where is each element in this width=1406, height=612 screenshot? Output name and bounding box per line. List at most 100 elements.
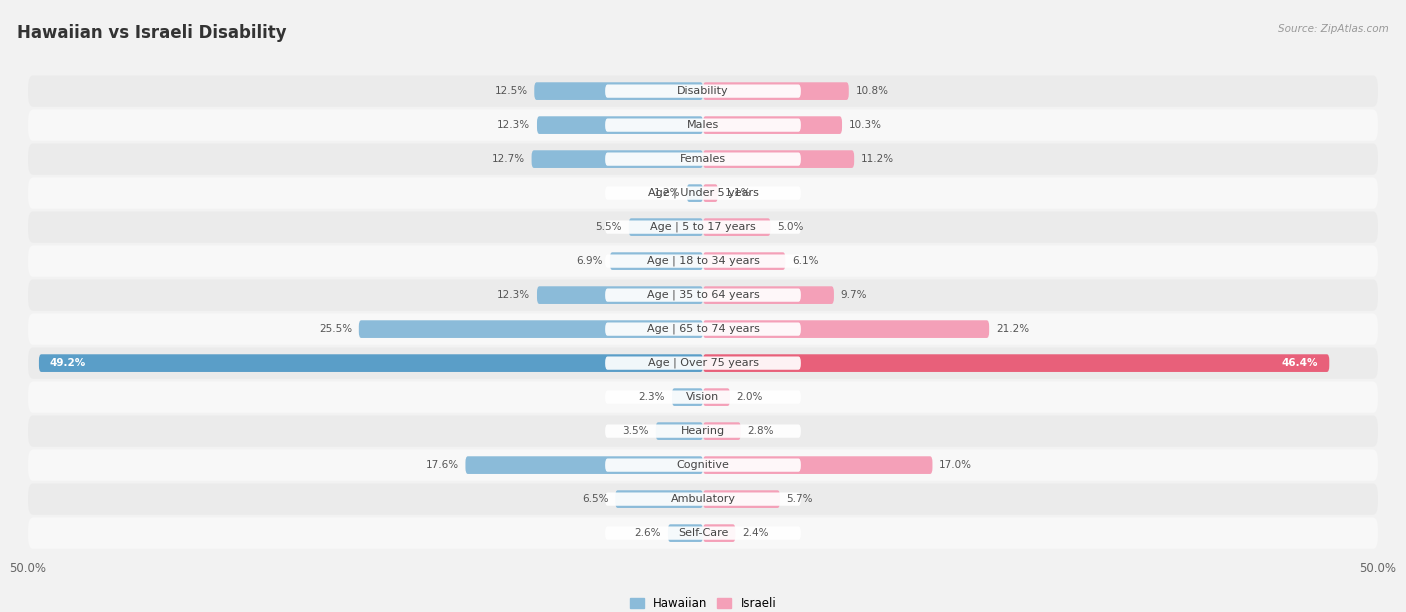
Text: 2.8%: 2.8% bbox=[748, 426, 775, 436]
FancyBboxPatch shape bbox=[605, 526, 801, 540]
Text: 2.0%: 2.0% bbox=[737, 392, 763, 402]
FancyBboxPatch shape bbox=[703, 457, 932, 474]
FancyBboxPatch shape bbox=[703, 388, 730, 406]
FancyBboxPatch shape bbox=[605, 356, 801, 370]
FancyBboxPatch shape bbox=[537, 116, 703, 134]
Legend: Hawaiian, Israeli: Hawaiian, Israeli bbox=[624, 592, 782, 612]
FancyBboxPatch shape bbox=[28, 348, 1378, 379]
FancyBboxPatch shape bbox=[703, 422, 741, 440]
Text: 1.2%: 1.2% bbox=[654, 188, 681, 198]
FancyBboxPatch shape bbox=[703, 184, 718, 202]
Text: Disability: Disability bbox=[678, 86, 728, 96]
FancyBboxPatch shape bbox=[359, 320, 703, 338]
Text: 25.5%: 25.5% bbox=[319, 324, 352, 334]
FancyBboxPatch shape bbox=[703, 320, 990, 338]
Text: 6.5%: 6.5% bbox=[582, 494, 609, 504]
Text: 12.5%: 12.5% bbox=[495, 86, 527, 96]
FancyBboxPatch shape bbox=[28, 483, 1378, 515]
FancyBboxPatch shape bbox=[703, 252, 786, 270]
FancyBboxPatch shape bbox=[703, 286, 834, 304]
Text: 10.8%: 10.8% bbox=[855, 86, 889, 96]
FancyBboxPatch shape bbox=[605, 390, 801, 404]
Text: 2.3%: 2.3% bbox=[638, 392, 665, 402]
FancyBboxPatch shape bbox=[668, 524, 703, 542]
FancyBboxPatch shape bbox=[605, 187, 801, 200]
Text: Hawaiian vs Israeli Disability: Hawaiian vs Israeli Disability bbox=[17, 24, 287, 42]
FancyBboxPatch shape bbox=[465, 457, 703, 474]
Text: 12.3%: 12.3% bbox=[498, 290, 530, 300]
Text: 12.7%: 12.7% bbox=[492, 154, 524, 164]
FancyBboxPatch shape bbox=[703, 490, 780, 508]
FancyBboxPatch shape bbox=[28, 313, 1378, 345]
FancyBboxPatch shape bbox=[605, 152, 801, 166]
Text: 5.7%: 5.7% bbox=[787, 494, 813, 504]
Text: Vision: Vision bbox=[686, 392, 720, 402]
Text: Age | 18 to 34 years: Age | 18 to 34 years bbox=[647, 256, 759, 266]
FancyBboxPatch shape bbox=[28, 416, 1378, 447]
Text: 5.0%: 5.0% bbox=[778, 222, 804, 232]
FancyBboxPatch shape bbox=[28, 143, 1378, 175]
Text: Age | Under 5 years: Age | Under 5 years bbox=[648, 188, 758, 198]
Text: 21.2%: 21.2% bbox=[995, 324, 1029, 334]
FancyBboxPatch shape bbox=[703, 151, 855, 168]
FancyBboxPatch shape bbox=[703, 524, 735, 542]
FancyBboxPatch shape bbox=[28, 75, 1378, 106]
Text: 3.5%: 3.5% bbox=[623, 426, 650, 436]
FancyBboxPatch shape bbox=[605, 220, 801, 234]
FancyBboxPatch shape bbox=[610, 252, 703, 270]
Text: Self-Care: Self-Care bbox=[678, 528, 728, 538]
Text: 9.7%: 9.7% bbox=[841, 290, 868, 300]
Text: Age | 35 to 64 years: Age | 35 to 64 years bbox=[647, 290, 759, 300]
FancyBboxPatch shape bbox=[605, 84, 801, 98]
FancyBboxPatch shape bbox=[28, 212, 1378, 243]
FancyBboxPatch shape bbox=[703, 218, 770, 236]
FancyBboxPatch shape bbox=[531, 151, 703, 168]
FancyBboxPatch shape bbox=[605, 288, 801, 302]
Text: Males: Males bbox=[688, 120, 718, 130]
FancyBboxPatch shape bbox=[616, 490, 703, 508]
Text: 49.2%: 49.2% bbox=[49, 358, 86, 368]
FancyBboxPatch shape bbox=[605, 425, 801, 438]
Text: Ambulatory: Ambulatory bbox=[671, 494, 735, 504]
FancyBboxPatch shape bbox=[39, 354, 703, 372]
Text: 2.6%: 2.6% bbox=[634, 528, 661, 538]
Text: Age | 5 to 17 years: Age | 5 to 17 years bbox=[650, 222, 756, 233]
FancyBboxPatch shape bbox=[703, 354, 1329, 372]
FancyBboxPatch shape bbox=[28, 381, 1378, 412]
FancyBboxPatch shape bbox=[28, 110, 1378, 141]
FancyBboxPatch shape bbox=[28, 177, 1378, 209]
Text: 17.0%: 17.0% bbox=[939, 460, 972, 470]
FancyBboxPatch shape bbox=[703, 82, 849, 100]
Text: 11.2%: 11.2% bbox=[860, 154, 894, 164]
Text: Cognitive: Cognitive bbox=[676, 460, 730, 470]
Text: 5.5%: 5.5% bbox=[596, 222, 621, 232]
Text: 2.4%: 2.4% bbox=[742, 528, 769, 538]
FancyBboxPatch shape bbox=[28, 245, 1378, 277]
Text: 6.9%: 6.9% bbox=[576, 256, 603, 266]
Text: Hearing: Hearing bbox=[681, 426, 725, 436]
Text: 17.6%: 17.6% bbox=[426, 460, 458, 470]
Text: 6.1%: 6.1% bbox=[792, 256, 818, 266]
FancyBboxPatch shape bbox=[605, 255, 801, 267]
FancyBboxPatch shape bbox=[605, 493, 801, 506]
Text: 1.1%: 1.1% bbox=[724, 188, 751, 198]
FancyBboxPatch shape bbox=[703, 116, 842, 134]
Text: Females: Females bbox=[681, 154, 725, 164]
FancyBboxPatch shape bbox=[655, 422, 703, 440]
Text: Age | 65 to 74 years: Age | 65 to 74 years bbox=[647, 324, 759, 334]
FancyBboxPatch shape bbox=[28, 449, 1378, 481]
Text: 12.3%: 12.3% bbox=[498, 120, 530, 130]
FancyBboxPatch shape bbox=[537, 286, 703, 304]
FancyBboxPatch shape bbox=[672, 388, 703, 406]
FancyBboxPatch shape bbox=[628, 218, 703, 236]
FancyBboxPatch shape bbox=[28, 518, 1378, 549]
Text: 46.4%: 46.4% bbox=[1282, 358, 1319, 368]
FancyBboxPatch shape bbox=[605, 323, 801, 336]
FancyBboxPatch shape bbox=[686, 184, 703, 202]
Text: Source: ZipAtlas.com: Source: ZipAtlas.com bbox=[1278, 24, 1389, 34]
FancyBboxPatch shape bbox=[605, 458, 801, 472]
FancyBboxPatch shape bbox=[28, 280, 1378, 311]
Text: Age | Over 75 years: Age | Over 75 years bbox=[648, 358, 758, 368]
Text: 10.3%: 10.3% bbox=[849, 120, 882, 130]
FancyBboxPatch shape bbox=[534, 82, 703, 100]
